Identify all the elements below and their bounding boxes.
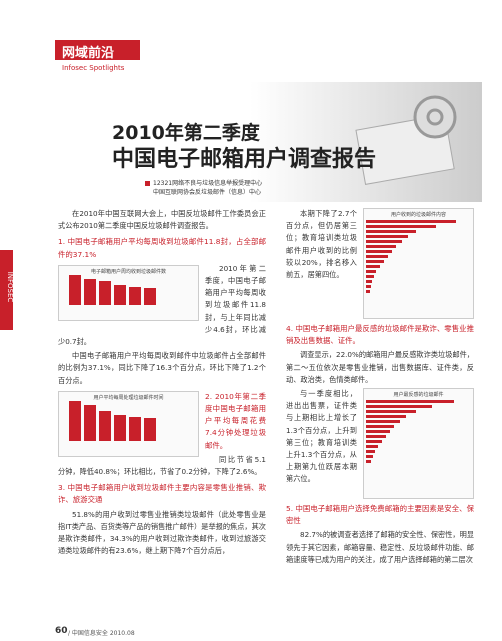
figure: 用户最反感的垃圾邮件 bbox=[363, 388, 474, 500]
figure-title: 用户最反感的垃圾邮件 bbox=[393, 392, 444, 399]
figure: 电子邮箱用户周均收到垃圾邮件数 bbox=[58, 264, 199, 321]
paragraph: 中国电子邮箱用户平均每周收到邮件中垃圾邮件占全部邮件的比例为37.1%，同比下降… bbox=[58, 351, 266, 385]
paragraph: 82.7%的被调查者选择了邮箱的安全性、保密性，明显领先于其它因素，邮箱容量、稳… bbox=[286, 530, 474, 564]
heading: 2. 2010年第二季度中国电子邮箱用户平均每周花费7.4分钟处理垃圾邮件。 bbox=[205, 391, 266, 450]
heading: 4. 中国电子邮箱用户最反感的垃圾邮件是欺诈、零售业推销及出售数据、证件。 bbox=[286, 324, 474, 346]
author: 12321网络不良与垃圾信息举报受理中心 bbox=[153, 180, 263, 187]
illustration bbox=[250, 82, 482, 202]
heading: 3. 中国电子邮箱用户收到垃圾邮件主要内容是零售业推销、欺诈、旅游交通 bbox=[58, 483, 266, 505]
author: 中国互联网协会反垃圾邮件（信息）中心 bbox=[153, 189, 262, 196]
paragraph: 调查显示，22.0%的邮箱用户最反感欺诈类垃圾邮件，第二～五位依次是零售业推销，… bbox=[286, 350, 474, 384]
authors: 12321网络不良与垃圾信息举报受理中心 中国互联网协会反垃圾邮件（信息）中心 bbox=[153, 179, 262, 197]
left-column: 在2010年中国互联网大会上，中国反垃圾邮件工作委员会正式公布2010第二季度中… bbox=[58, 208, 266, 559]
paragraph: 2010年第二季度，中国电子邮箱用户平均每周收到垃圾邮件11.8封，与上年同比减… bbox=[58, 263, 266, 347]
footer-text: / 中国信息安全 2010.08 bbox=[68, 630, 135, 637]
paragraph: 在2010年中国互联网大会上，中国反垃圾邮件工作委员会正式公布2010第二季度中… bbox=[58, 209, 266, 231]
paragraph: 同比节省5.1分钟，降低40.8%；环比相比，节省了0.2分钟，下降了2.6%。 bbox=[58, 454, 266, 477]
bars bbox=[61, 274, 196, 311]
side-tab bbox=[0, 250, 13, 330]
paragraph: 与一季度相比，进出出售票，证件类与上期相比上增长了1.3个百分点，上升到第三位；… bbox=[286, 389, 357, 484]
section-title: 网域前沿 bbox=[62, 46, 115, 61]
bullet bbox=[145, 181, 150, 186]
right-column: 用户收到的垃圾邮件内容 本期下降了2.7个百分点，但仍居第三位；教育培训类垃圾邮… bbox=[286, 208, 474, 568]
side-tab-text: INFOSEC bbox=[6, 271, 14, 303]
section-subtitle: Infosec Spotlights bbox=[62, 64, 125, 72]
bars bbox=[61, 400, 196, 447]
heading: 5. 中国电子邮箱用户选择免费邮箱的主要因素是安全、保密性 bbox=[286, 504, 474, 526]
page-number: 60 bbox=[55, 626, 68, 636]
title-line: 中国电子邮箱用户调查报告 bbox=[112, 147, 377, 172]
paragraph: 51.8%的用户收到过零售业推销类垃圾邮件（此处零售业是指IT类产品、百货类等产… bbox=[58, 509, 266, 556]
heading: 1. 中国电子邮箱用户平均每周收到垃圾邮件11.8封，占全部邮件的37.1% bbox=[58, 237, 266, 259]
title-line: 2010年第二季度 bbox=[112, 122, 260, 144]
figure-title: 用户收到的垃圾邮件内容 bbox=[390, 212, 446, 218]
figure: 用户收到的垃圾邮件内容 bbox=[363, 208, 474, 319]
figure: 用户平均每周处理垃圾邮件时间 bbox=[58, 390, 199, 457]
figure-title: 用户平均每周处理垃圾邮件时间 bbox=[93, 394, 164, 401]
paragraph: 本期下降了2.7个百分点，但仍居第三位；教育培训类垃圾邮件用户收到的比例较以20… bbox=[286, 209, 357, 280]
section-band bbox=[55, 40, 140, 60]
figure-title: 电子邮箱用户周均收到垃圾邮件数 bbox=[90, 268, 166, 275]
